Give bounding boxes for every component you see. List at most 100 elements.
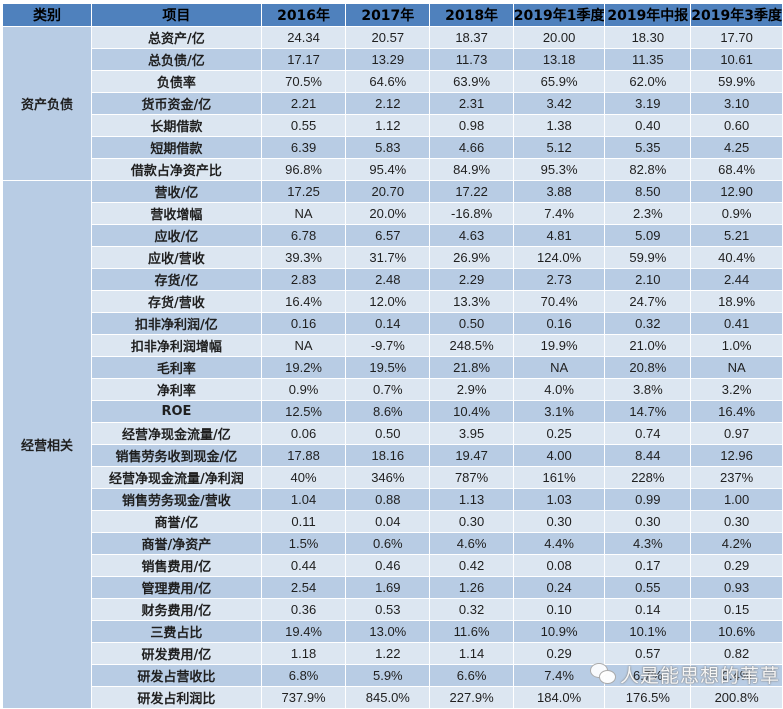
value-cell[interactable]: 4.66 bbox=[429, 136, 514, 159]
value-cell[interactable]: 2.54 bbox=[260, 576, 347, 599]
item-cell[interactable]: 货币资金/亿 bbox=[90, 92, 262, 115]
value-cell[interactable]: 3.42 bbox=[512, 92, 606, 115]
value-cell[interactable]: 20.57 bbox=[345, 26, 431, 49]
header-period-2017[interactable]: 2017年 bbox=[345, 3, 431, 27]
item-cell[interactable]: 存货/亿 bbox=[90, 268, 262, 291]
value-cell[interactable]: 2.73 bbox=[512, 268, 606, 291]
item-cell[interactable]: 商誉/净资产 bbox=[90, 532, 262, 555]
value-cell[interactable]: 1.14 bbox=[429, 642, 514, 665]
value-cell[interactable]: 1.04 bbox=[260, 488, 347, 511]
value-cell[interactable]: 18.9% bbox=[690, 290, 783, 313]
value-cell[interactable]: 0.41 bbox=[690, 312, 783, 335]
value-cell[interactable]: 8.6% bbox=[345, 400, 431, 423]
value-cell[interactable]: 200.8% bbox=[690, 686, 783, 709]
item-cell[interactable]: 研发占营收比 bbox=[90, 664, 262, 687]
item-cell[interactable]: 销售费用/亿 bbox=[90, 554, 262, 577]
value-cell[interactable]: 17.25 bbox=[260, 180, 347, 203]
value-cell[interactable]: 8.44 bbox=[604, 444, 692, 467]
item-cell[interactable]: 销售劳务现金/营收 bbox=[90, 488, 262, 511]
value-cell[interactable]: 5.12 bbox=[512, 136, 606, 159]
value-cell[interactable]: 0.50 bbox=[429, 312, 514, 335]
value-cell[interactable]: 13.29 bbox=[345, 48, 431, 71]
value-cell[interactable]: 10.61 bbox=[690, 48, 783, 71]
item-cell[interactable]: 存货/营收 bbox=[90, 290, 262, 313]
value-cell[interactable]: 0.55 bbox=[260, 114, 347, 137]
item-cell[interactable]: ROE bbox=[90, 400, 262, 423]
value-cell[interactable]: 20.8% bbox=[604, 356, 692, 379]
value-cell[interactable]: 1.00 bbox=[690, 488, 783, 511]
value-cell[interactable]: 2.3% bbox=[604, 202, 692, 225]
value-cell[interactable]: 0.40 bbox=[604, 114, 692, 137]
value-cell[interactable]: 24.34 bbox=[260, 26, 347, 49]
value-cell[interactable]: 0.46 bbox=[345, 554, 431, 577]
item-cell[interactable]: 应收/亿 bbox=[90, 224, 262, 247]
value-cell[interactable]: 11.6% bbox=[429, 620, 514, 643]
item-cell[interactable]: 经营净现金流量/亿 bbox=[90, 422, 262, 445]
value-cell[interactable]: 6.8% bbox=[260, 664, 347, 687]
value-cell[interactable]: 65.9% bbox=[512, 70, 606, 93]
value-cell[interactable]: 68.4% bbox=[690, 158, 783, 181]
item-cell[interactable]: 应收/营收 bbox=[90, 246, 262, 269]
value-cell[interactable]: 7.4% bbox=[512, 664, 606, 687]
value-cell[interactable]: 6.4% bbox=[690, 664, 783, 687]
value-cell[interactable]: 227.9% bbox=[429, 686, 514, 709]
item-cell[interactable]: 管理费用/亿 bbox=[90, 576, 262, 599]
value-cell[interactable]: 0.32 bbox=[604, 312, 692, 335]
value-cell[interactable]: 0.97 bbox=[690, 422, 783, 445]
value-cell[interactable]: 4.0% bbox=[512, 378, 606, 401]
value-cell[interactable]: 176.5% bbox=[604, 686, 692, 709]
value-cell[interactable]: 3.2% bbox=[690, 378, 783, 401]
value-cell[interactable]: 0.14 bbox=[604, 598, 692, 621]
value-cell[interactable]: 0.74 bbox=[604, 422, 692, 445]
value-cell[interactable]: 0.98 bbox=[429, 114, 514, 137]
value-cell[interactable]: 20.0% bbox=[345, 202, 431, 225]
value-cell[interactable]: 1.18 bbox=[260, 642, 347, 665]
value-cell[interactable]: 0.14 bbox=[345, 312, 431, 335]
value-cell[interactable]: 3.1% bbox=[512, 400, 606, 423]
value-cell[interactable]: 2.31 bbox=[429, 92, 514, 115]
value-cell[interactable]: 24.7% bbox=[604, 290, 692, 313]
value-cell[interactable]: 845.0% bbox=[345, 686, 431, 709]
item-cell[interactable]: 毛利率 bbox=[90, 356, 262, 379]
item-cell[interactable]: 扣非净利润增幅 bbox=[90, 334, 262, 357]
value-cell[interactable]: 4.63 bbox=[429, 224, 514, 247]
value-cell[interactable]: 0.29 bbox=[512, 642, 606, 665]
value-cell[interactable]: 19.9% bbox=[512, 334, 606, 357]
value-cell[interactable]: 2.21 bbox=[260, 92, 347, 115]
value-cell[interactable]: 19.47 bbox=[429, 444, 514, 467]
value-cell[interactable]: 95.4% bbox=[345, 158, 431, 181]
header-period-2019h1[interactable]: 2019年中报 bbox=[604, 3, 692, 27]
value-cell[interactable]: 84.9% bbox=[429, 158, 514, 181]
value-cell[interactable]: 59.9% bbox=[690, 70, 783, 93]
value-cell[interactable]: 0.10 bbox=[512, 598, 606, 621]
value-cell[interactable]: 2.29 bbox=[429, 268, 514, 291]
value-cell[interactable]: 12.5% bbox=[260, 400, 347, 423]
value-cell[interactable]: 7.4% bbox=[512, 202, 606, 225]
value-cell[interactable]: 3.95 bbox=[429, 422, 514, 445]
value-cell[interactable]: 1.13 bbox=[429, 488, 514, 511]
value-cell[interactable]: 3.10 bbox=[690, 92, 783, 115]
value-cell[interactable]: 18.16 bbox=[345, 444, 431, 467]
item-cell[interactable]: 研发费用/亿 bbox=[90, 642, 262, 665]
value-cell[interactable]: 0.99 bbox=[604, 488, 692, 511]
value-cell[interactable]: 12.0% bbox=[345, 290, 431, 313]
value-cell[interactable]: 13.18 bbox=[512, 48, 606, 71]
value-cell[interactable]: 2.12 bbox=[345, 92, 431, 115]
value-cell[interactable]: 5.21 bbox=[690, 224, 783, 247]
value-cell[interactable]: 18.30 bbox=[604, 26, 692, 49]
value-cell[interactable]: 237% bbox=[690, 466, 783, 489]
value-cell[interactable]: 19.4% bbox=[260, 620, 347, 643]
value-cell[interactable]: 6.78 bbox=[260, 224, 347, 247]
item-cell[interactable]: 研发占利润比 bbox=[90, 686, 262, 709]
value-cell[interactable]: 0.36 bbox=[260, 598, 347, 621]
value-cell[interactable]: 0.32 bbox=[429, 598, 514, 621]
value-cell[interactable]: 787% bbox=[429, 466, 514, 489]
value-cell[interactable]: 0.50 bbox=[345, 422, 431, 445]
value-cell[interactable]: 16.4% bbox=[690, 400, 783, 423]
value-cell[interactable]: 1.26 bbox=[429, 576, 514, 599]
value-cell[interactable]: 82.8% bbox=[604, 158, 692, 181]
value-cell[interactable]: 14.7% bbox=[604, 400, 692, 423]
value-cell[interactable]: 21.8% bbox=[429, 356, 514, 379]
value-cell[interactable]: 0.04 bbox=[345, 510, 431, 533]
value-cell[interactable]: 4.3% bbox=[604, 532, 692, 555]
